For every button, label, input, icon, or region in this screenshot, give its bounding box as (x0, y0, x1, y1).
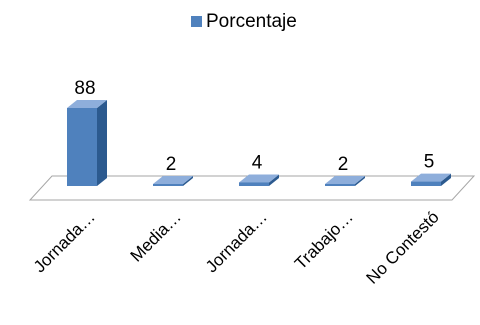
bar-top (239, 174, 279, 183)
category-label: No Contestó (363, 207, 443, 287)
bar-front (67, 108, 97, 186)
bar-front (153, 184, 183, 186)
legend-swatch (191, 16, 202, 27)
bar-side (355, 176, 365, 186)
data-label: 88 (74, 78, 95, 99)
bar-side (97, 100, 107, 186)
bar (239, 174, 279, 186)
category-label: Jornada… (30, 207, 99, 276)
bar-front (239, 182, 269, 186)
bar-side (183, 176, 193, 186)
data-labels-group: 88 2 4 2 5 (74, 78, 434, 175)
bars-group (67, 100, 451, 186)
bar-front (325, 184, 355, 186)
bar-top (67, 100, 107, 108)
bar (153, 176, 193, 186)
chart-floor (28, 175, 476, 201)
data-label: 2 (338, 154, 349, 175)
category-labels-group: Jornada… Media… Jornada… Trabajo… No Contest… (30, 207, 443, 287)
data-label: 2 (166, 154, 177, 175)
bar-side (441, 173, 451, 186)
bar (325, 176, 365, 186)
category-label: Jornada… (202, 207, 271, 276)
bar-top (325, 176, 365, 184)
bar-side (269, 174, 279, 186)
data-label: 4 (252, 152, 263, 173)
data-label: 5 (424, 152, 435, 173)
category-label: Trabajo… (291, 207, 357, 273)
bar-top (411, 173, 451, 182)
category-label: Media… (127, 207, 185, 265)
bar (67, 100, 107, 186)
bar-front (411, 181, 441, 186)
bar (411, 173, 451, 186)
legend: Porcentaje (0, 10, 480, 34)
bar-top (153, 176, 193, 184)
legend-label: Porcentaje (206, 11, 297, 32)
